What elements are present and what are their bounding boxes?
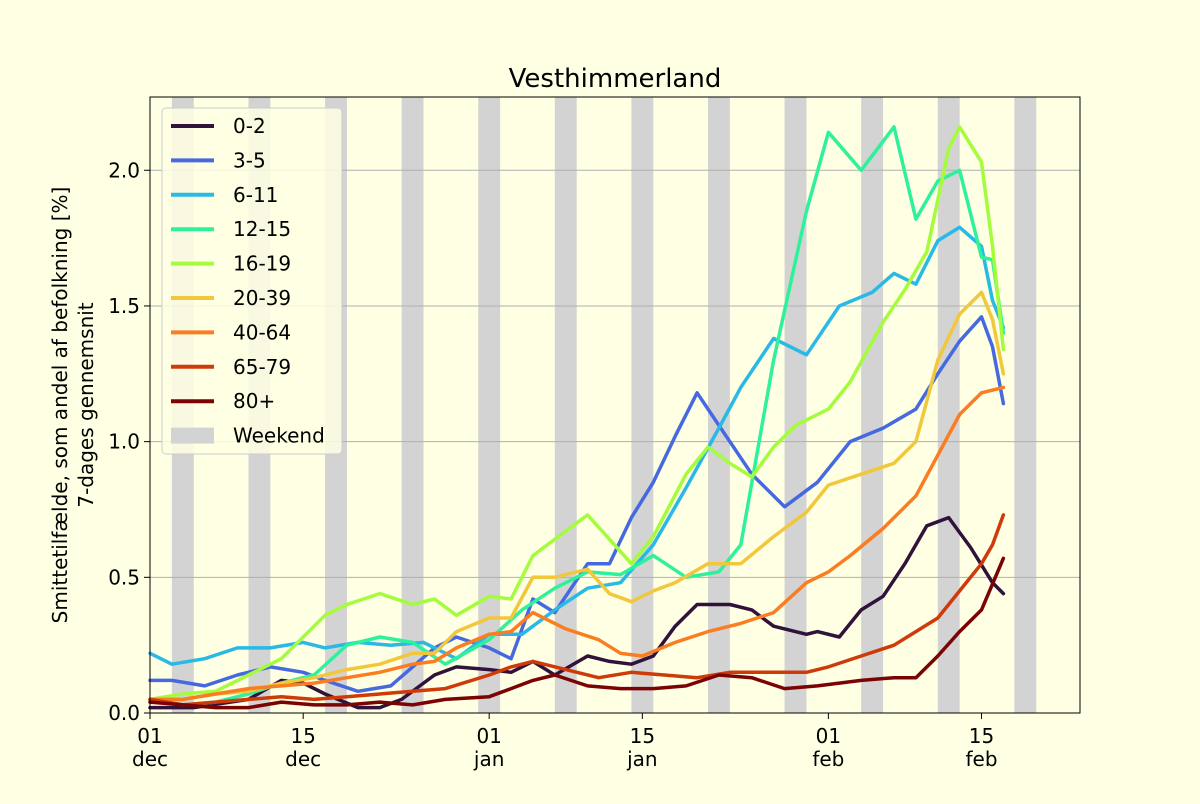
y-tick-label: 1.5	[108, 294, 140, 318]
legend-label-6-11: 6-11	[233, 183, 278, 207]
x-tick-label-month: feb	[812, 747, 844, 771]
x-tick-label-month: dec	[285, 747, 321, 771]
weekend-band-5	[554, 97, 577, 713]
series-line-6-11	[148, 225, 1006, 666]
x-tick-label-month: feb	[966, 747, 998, 771]
weekend-band-8	[784, 97, 807, 713]
x-tick-label-day: 01	[137, 724, 162, 748]
x-tick-label-day: 15	[630, 724, 655, 748]
series-line-40-64	[148, 385, 1006, 702]
y-axis: 0.0 0.5 1.0 1.5 2.0	[108, 158, 150, 725]
plot-frame	[149, 96, 1081, 714]
legend-label-40-64: 40-64	[233, 320, 291, 344]
weekend-band-3	[401, 97, 424, 713]
y-tick-label: 0.0	[108, 701, 140, 725]
x-tick-label-day: 01	[816, 724, 841, 748]
legend-label-3-5: 3-5	[233, 148, 266, 172]
x-tick-label-day: 15	[290, 724, 315, 748]
x-tick-label-day: 15	[969, 724, 994, 748]
y-tick-label: 0.5	[108, 565, 140, 589]
series-line-12-15	[148, 125, 1006, 707]
series-line-20-39	[148, 290, 1006, 702]
weekend-band-11	[1014, 97, 1037, 713]
weekend-band-4	[478, 97, 501, 713]
weekend-band-9	[861, 97, 884, 713]
legend-label-weekend: Weekend	[233, 424, 325, 448]
legend-label-20-39: 20-39	[233, 286, 291, 310]
y-tick-label: 1.0	[108, 430, 140, 454]
x-tick-label-day: 01	[476, 724, 501, 748]
weekend-band-10	[937, 97, 960, 713]
weekend-band-6	[631, 97, 654, 713]
x-tick-label-month: jan	[626, 747, 658, 771]
series-line-65-79	[148, 513, 1006, 707]
legend-label-0-2: 0-2	[233, 114, 266, 138]
legend-label-12-15: 12-15	[233, 217, 291, 241]
series-line-16-19	[148, 125, 1006, 702]
y-axis-label: Smittetilfælde, som andel af befolkning …	[48, 187, 72, 624]
legend-label-16-19: 16-19	[233, 252, 291, 276]
y-tick-label: 2.0	[108, 158, 140, 182]
legend-label-65-79: 65-79	[233, 355, 291, 379]
series-line-80+	[148, 556, 1006, 710]
chart-title: Vesthimmerland	[509, 64, 722, 94]
series-lines	[148, 125, 1006, 710]
series-line-0-2	[148, 515, 1006, 710]
legend-swatch-weekend	[171, 427, 214, 444]
x-tick-label-month: dec	[132, 747, 168, 771]
weekend-band-7	[708, 97, 730, 713]
x-tick-label-month: jan	[473, 747, 505, 771]
legend: 0-2 3-5 6-11 12-15 16-19 20-39 40-64 65-79 80+ We…	[161, 107, 343, 455]
legend-label-80+: 80+	[233, 389, 275, 413]
y-axis-label-secondary: 7-dages gennemsnit	[74, 302, 98, 507]
